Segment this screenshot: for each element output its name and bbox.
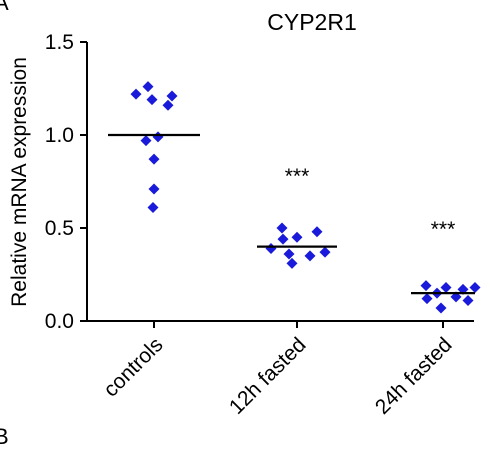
panel-letter: A bbox=[0, 0, 9, 15]
data-point bbox=[142, 81, 154, 93]
data-point bbox=[440, 282, 452, 294]
data-point bbox=[291, 231, 303, 243]
data-point bbox=[162, 99, 174, 111]
data-point bbox=[147, 202, 159, 214]
x-tick-label: 12h fasted bbox=[225, 333, 311, 419]
significance-label: *** bbox=[431, 218, 456, 241]
significance-label: *** bbox=[285, 165, 310, 188]
data-point bbox=[148, 153, 160, 165]
panel-letter: B bbox=[0, 424, 9, 449]
data-point bbox=[166, 90, 178, 102]
data-point bbox=[148, 183, 160, 195]
y-tick-label: 1.5 bbox=[45, 31, 74, 54]
data-point bbox=[469, 282, 481, 294]
data-point bbox=[146, 94, 158, 106]
data-point bbox=[130, 88, 142, 100]
data-point bbox=[421, 293, 433, 305]
data-point bbox=[140, 135, 152, 147]
chart-title: CYP2R1 bbox=[267, 9, 356, 35]
data-point bbox=[319, 246, 331, 258]
y-axis-label: Relative mRNA expression bbox=[8, 57, 31, 307]
data-point bbox=[276, 222, 288, 234]
data-point bbox=[420, 280, 432, 292]
y-tick-label: 0.0 bbox=[45, 310, 74, 333]
y-tick-label: 0.5 bbox=[45, 217, 74, 240]
data-point bbox=[304, 250, 316, 262]
data-point bbox=[265, 242, 277, 254]
y-tick-label: 1.0 bbox=[45, 124, 74, 147]
data-point bbox=[152, 131, 164, 143]
x-tick-label: controls bbox=[99, 333, 167, 401]
x-tick-label: 24h fasted bbox=[371, 333, 457, 419]
data-point bbox=[435, 302, 447, 314]
data-point bbox=[286, 257, 298, 269]
data-point bbox=[283, 248, 295, 260]
data-point bbox=[462, 295, 474, 307]
data-point bbox=[277, 233, 289, 245]
data-point bbox=[311, 226, 323, 238]
